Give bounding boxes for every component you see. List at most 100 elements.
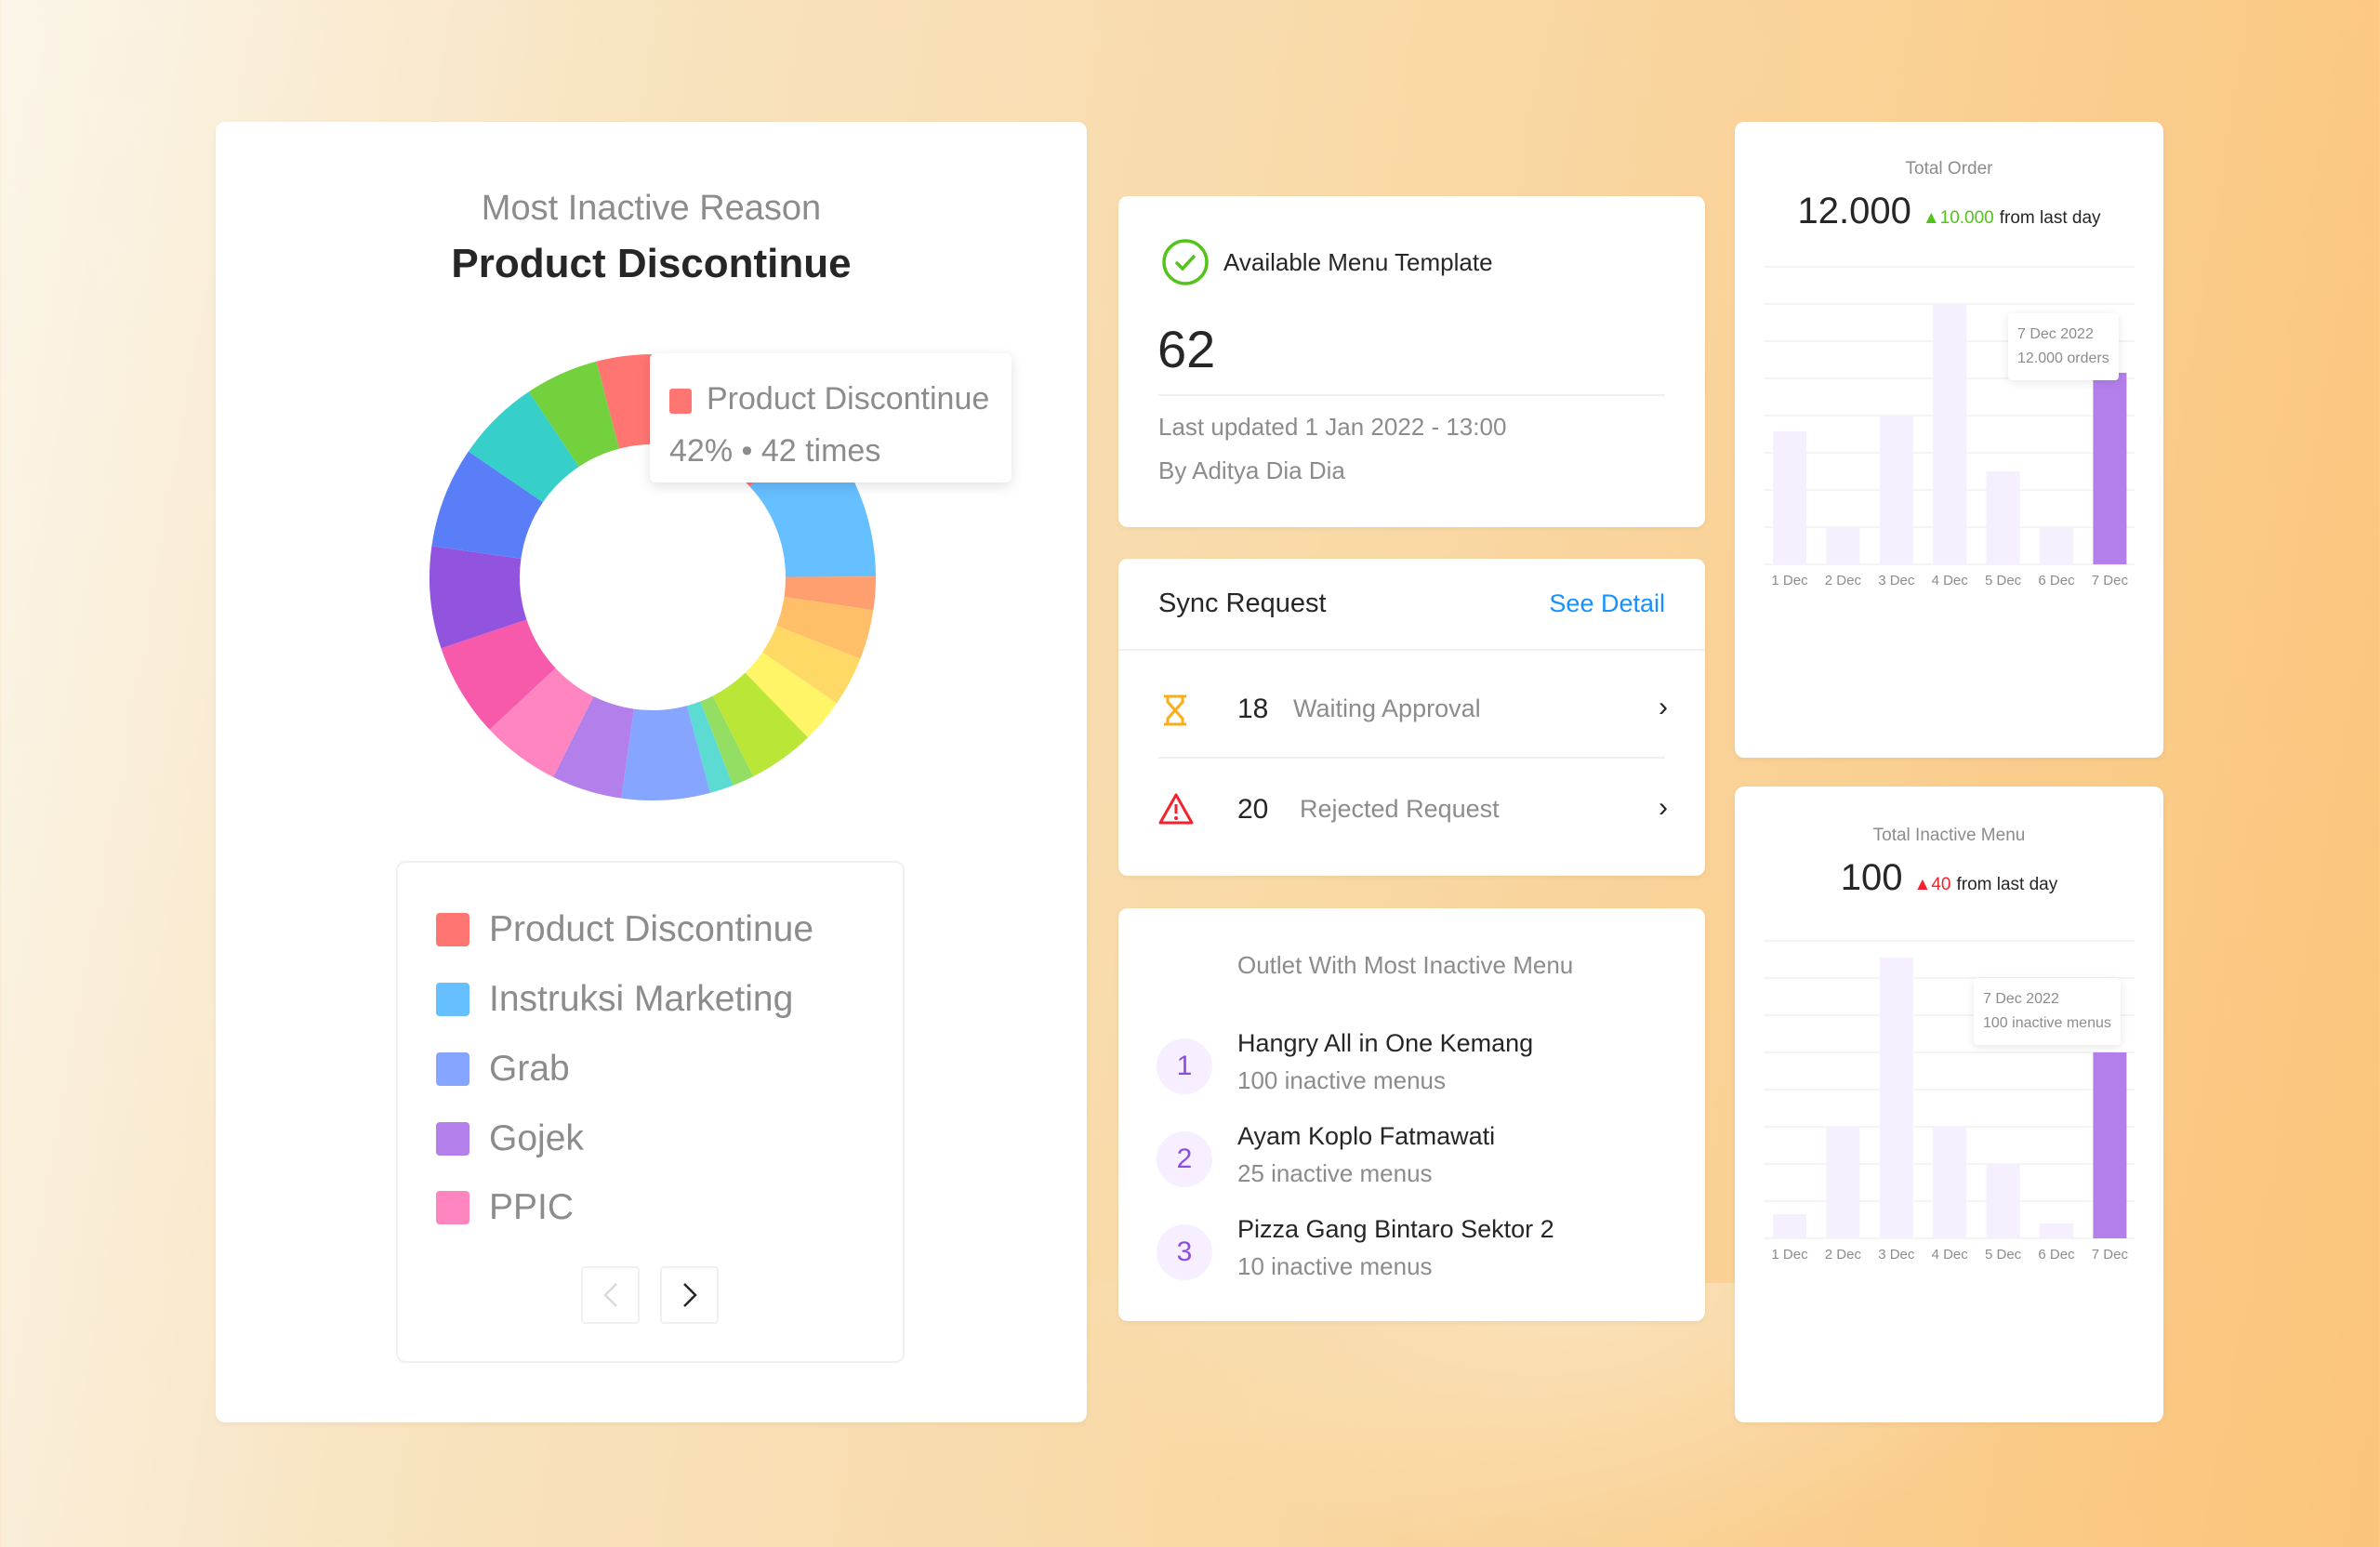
donut-slice-ppic[interactable]: [489, 668, 594, 777]
outlet-title: Outlet With Most Inactive Menu: [1237, 951, 1574, 979]
order-delta: 10.000: [1939, 208, 1994, 228]
donut-chart[interactable]: [420, 345, 885, 810]
legend-item[interactable]: Gojek: [436, 1118, 584, 1158]
outlet-item[interactable]: 2 Ayam Koplo Fatmawati 25 inactive menus: [1118, 1122, 1705, 1206]
bar-1-dec[interactable]: [1773, 1214, 1806, 1238]
chevron-left-icon: [602, 1283, 617, 1307]
hourglass-icon: [1164, 694, 1186, 726]
x-tick-label: 7 Dec: [2092, 573, 2129, 588]
chevron-right-icon: [682, 1283, 697, 1307]
divider: [1118, 649, 1705, 651]
outlet-item[interactable]: 1 Hangry All in One Kemang 100 inactive …: [1118, 1029, 1705, 1113]
waiting-label: Waiting Approval: [1293, 694, 1481, 722]
x-tick-label: 6 Dec: [2038, 573, 2075, 588]
tooltip-date: 7 Dec 2022: [1983, 991, 2059, 1007]
caret-up-icon: ▲: [1913, 875, 1932, 894]
legend-item[interactable]: PPIC: [436, 1187, 575, 1227]
bar-6-dec[interactable]: [2040, 527, 2073, 564]
order-tooltip: 7 Dec 2022 12.000 orders: [2008, 313, 2119, 380]
inactive-value: 100: [1840, 857, 1903, 898]
x-tick-label: 1 Dec: [1771, 573, 1808, 588]
bar-7-dec[interactable]: [2093, 372, 2127, 564]
rank-badge: 3: [1157, 1224, 1212, 1280]
bar-6-dec[interactable]: [2040, 1223, 2073, 1238]
next-page-button[interactable]: [660, 1266, 719, 1324]
bar-1-dec[interactable]: [1773, 430, 1806, 564]
check-circle-icon: [1162, 239, 1209, 285]
donut-slice[interactable]: [430, 546, 527, 649]
chevron-right-icon: ›: [1659, 792, 1668, 823]
donut-slice[interactable]: [468, 391, 579, 503]
donut-slice[interactable]: [776, 596, 874, 659]
x-tick-label: 4 Dec: [1932, 573, 1969, 588]
bar-4-dec[interactable]: [1933, 1127, 1967, 1238]
legend-swatch: [436, 983, 469, 1016]
rank-badge: 1: [1157, 1038, 1212, 1094]
legend-swatch: [436, 1191, 469, 1224]
inactive-summary: 100 ▲ 40 from last day: [1735, 857, 2163, 899]
donut-slice[interactable]: [700, 695, 754, 786]
x-tick-label: 2 Dec: [1825, 573, 1862, 588]
legend-item[interactable]: Instruksi Marketing: [436, 979, 793, 1019]
donut-slice[interactable]: [431, 451, 543, 559]
order-bar-chart[interactable]: 1 Dec 2 Dec 3 Dec 4 Dec 5 Dec 6 Dec 7 Dec: [1735, 252, 2163, 735]
prev-page-button[interactable]: [581, 1266, 640, 1324]
last-updated: Last updated 1 Jan 2022 - 13:00: [1158, 413, 1507, 441]
inactive-bar-chart[interactable]: 1 Dec 2 Dec 3 Dec 4 Dec 5 Dec 6 Dec 7 Dec: [1735, 926, 2163, 1409]
bar-3-dec[interactable]: [1879, 416, 1913, 564]
warning-icon: [1158, 793, 1194, 825]
tooltip-detail: 42% • 42 times: [669, 433, 881, 469]
inactive-delta: 40: [1931, 875, 1951, 894]
see-detail-link[interactable]: See Detail: [1549, 589, 1665, 617]
tooltip-value: 100 inactive menus: [1983, 1015, 2111, 1031]
donut-slice[interactable]: [528, 361, 619, 468]
legend-swatch: [436, 913, 469, 946]
chevron-right-icon: ›: [1659, 692, 1668, 722]
order-value: 12.000: [1797, 191, 1911, 231]
x-tick-label: 1 Dec: [1771, 1247, 1808, 1263]
waiting-approval-row[interactable]: 18 Waiting Approval ›: [1118, 682, 1705, 738]
bar-5-dec[interactable]: [1986, 1164, 2020, 1238]
tooltip-swatch: [669, 389, 692, 414]
tooltip-label: Product Discontinue: [707, 381, 990, 416]
rejected-request-row[interactable]: 20 Rejected Request ›: [1118, 783, 1705, 839]
legend: Product Discontinue Instruksi Marketing …: [396, 861, 905, 1363]
caret-up-icon: ▲: [1922, 208, 1940, 228]
bar-2-dec[interactable]: [1826, 1127, 1860, 1238]
inactive-tooltip: 7 Dec 2022 100 inactive menus: [1974, 978, 2121, 1045]
template-title: Available Menu Template: [1223, 248, 1493, 276]
bar-4-dec[interactable]: [1933, 304, 1967, 564]
donut-slice-gojek[interactable]: [553, 696, 634, 799]
donut-slice[interactable]: [441, 619, 556, 730]
most-inactive-reason-card: Most Inactive Reason Product Discontinue…: [216, 122, 1087, 1422]
donut-slice-grab[interactable]: [621, 706, 710, 800]
donut-slice[interactable]: [784, 576, 876, 611]
legend-label: PPIC: [489, 1187, 575, 1227]
legend-item[interactable]: Product Discontinue: [436, 909, 813, 949]
tooltip-value: 12.000 orders: [2017, 350, 2109, 366]
bar-3-dec[interactable]: [1879, 958, 1913, 1238]
x-tick-label: 3 Dec: [1878, 1247, 1915, 1263]
legend-label: Gojek: [489, 1118, 584, 1158]
donut-slice[interactable]: [745, 652, 838, 738]
card-title: Most Inactive Reason: [481, 189, 822, 228]
x-tick-label: 6 Dec: [2038, 1247, 2075, 1263]
bar-7-dec[interactable]: [2093, 1052, 2127, 1238]
rank-badge: 2: [1157, 1131, 1212, 1187]
x-tick-label: 3 Dec: [1878, 573, 1915, 588]
bar-5-dec[interactable]: [1986, 470, 2020, 564]
legend-label: Grab: [489, 1049, 570, 1089]
donut-slice[interactable]: [686, 701, 734, 793]
legend-item[interactable]: Grab: [436, 1049, 570, 1089]
x-tick-label: 2 Dec: [1825, 1247, 1862, 1263]
bar-2-dec[interactable]: [1826, 527, 1860, 564]
donut-slice[interactable]: [762, 626, 861, 704]
donut-slice[interactable]: [712, 672, 809, 777]
x-tick-label: 5 Dec: [1985, 573, 2022, 588]
tooltip-date: 7 Dec 2022: [2017, 326, 2094, 342]
x-tick-label: 4 Dec: [1932, 1247, 1969, 1263]
menu-template-card: Available Menu Template 62 Last updated …: [1118, 196, 1705, 527]
outlet-item[interactable]: 3 Pizza Gang Bintaro Sektor 2 10 inactiv…: [1118, 1215, 1705, 1299]
legend-swatch: [436, 1122, 469, 1156]
x-tick-label: 7 Dec: [2092, 1247, 2129, 1263]
